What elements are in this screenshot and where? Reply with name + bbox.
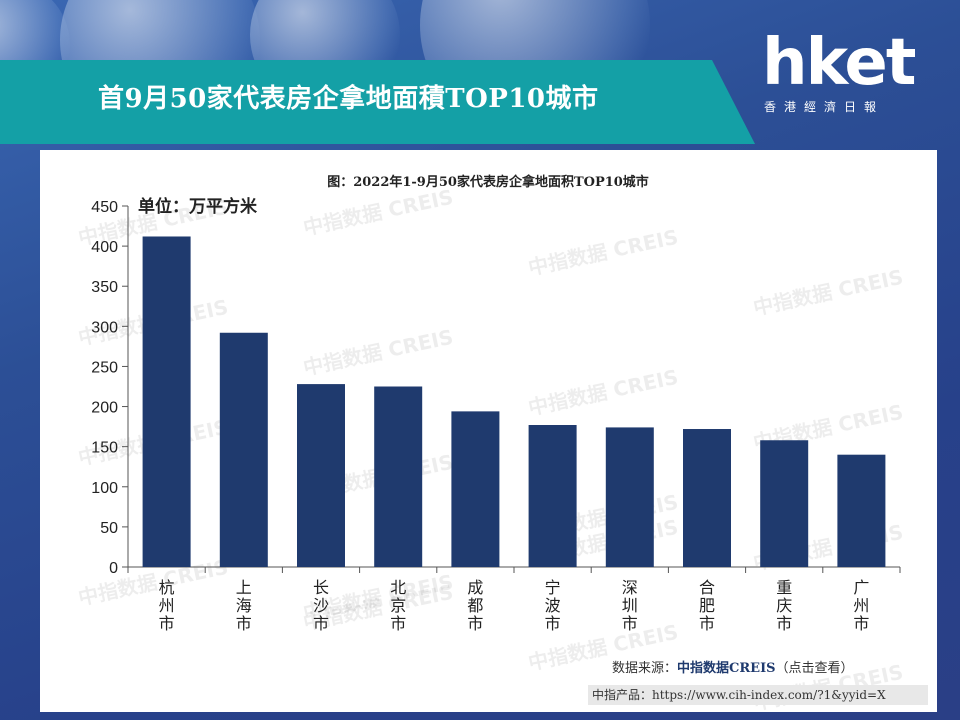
x-tick-label: 长沙市 — [313, 578, 329, 633]
bar — [374, 386, 423, 567]
x-tick-label: 宁波市 — [545, 578, 561, 633]
x-tick-label: 合肥市 — [699, 578, 715, 633]
bar-chart: 中指数据 CREIS 中指数据 CREIS 中指数据 CREIS 中指数据 CREIS… — [76, 174, 905, 712]
x-tick-label: 广州市 — [853, 578, 869, 633]
bar — [297, 384, 345, 567]
source-line[interactable]: 数据来源：中指数据CREIS（点击查看） — [612, 657, 854, 676]
y-tick-label: 350 — [91, 279, 118, 296]
x-tick-label: 成都市 — [467, 578, 483, 633]
y-tick-label: 400 — [91, 239, 118, 256]
bar — [219, 332, 268, 567]
bar — [142, 236, 191, 567]
watermark: 中指数据 CREIS — [526, 225, 680, 280]
y-tick-label: 150 — [91, 440, 118, 457]
unit-label: 单位：万平方米 — [138, 196, 258, 217]
y-tick-label: 50 — [100, 520, 118, 537]
x-tick-label: 北京市 — [390, 578, 406, 633]
x-tick-label: 杭州市 — [159, 578, 175, 633]
y-tick-label: 0 — [109, 560, 118, 577]
y-tick-label: 250 — [91, 359, 118, 376]
y-tick-label: 450 — [91, 199, 118, 216]
logo-subtitle: 香港經濟日報 — [764, 100, 885, 114]
y-tick-label: 200 — [91, 400, 118, 417]
y-tick-label: 300 — [91, 319, 118, 336]
y-tick-label: 100 — [91, 480, 118, 497]
title-band — [0, 60, 755, 144]
chart-panel: 中指数据 CREIS 中指数据 CREIS 中指数据 CREIS 中指数据 CREIS… — [40, 150, 937, 712]
watermark: 中指数据 CREIS — [301, 185, 455, 240]
source-prefix: 数据来源： — [612, 661, 678, 676]
bar — [451, 411, 500, 567]
slide-title: 首9月50家代表房企拿地面積TOP10城市 — [98, 84, 599, 114]
source-suffix[interactable]: （点击查看） — [775, 661, 854, 676]
watermark: 中指数据 CREIS — [751, 265, 905, 320]
bar — [683, 429, 731, 567]
x-tick-label: 上海市 — [236, 578, 252, 633]
bar — [760, 440, 809, 567]
source-name[interactable]: 中指数据CREIS — [677, 661, 776, 676]
product-line[interactable]: 中指产品：https://www.cih-index.com/?1&yyid=X — [588, 685, 928, 705]
watermark: 中指数据 CREIS — [526, 365, 680, 420]
hket-logo: hket 香港經濟日報 — [762, 28, 922, 120]
bar — [605, 427, 654, 567]
chart-title: 图：2022年1-9月50家代表房企拿地面积TOP10城市 — [327, 174, 649, 190]
logo-wordmark: hket — [762, 26, 916, 100]
x-tick-label: 重庆市 — [776, 578, 792, 633]
bar — [528, 425, 577, 567]
x-tick-label: 深圳市 — [622, 578, 638, 633]
bar — [837, 454, 886, 567]
watermark: 中指数据 CREIS — [301, 325, 455, 380]
